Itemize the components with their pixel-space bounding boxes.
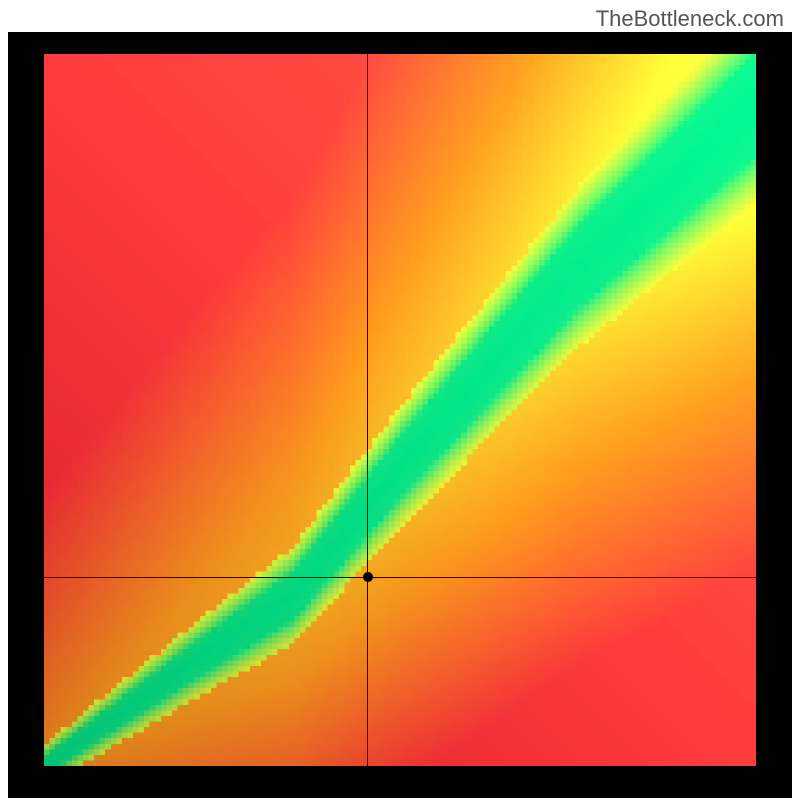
crosshair-horizontal (44, 577, 756, 578)
watermark-text: TheBottleneck.com (596, 6, 784, 32)
bottleneck-heatmap (44, 54, 756, 766)
crosshair-vertical (367, 54, 368, 766)
